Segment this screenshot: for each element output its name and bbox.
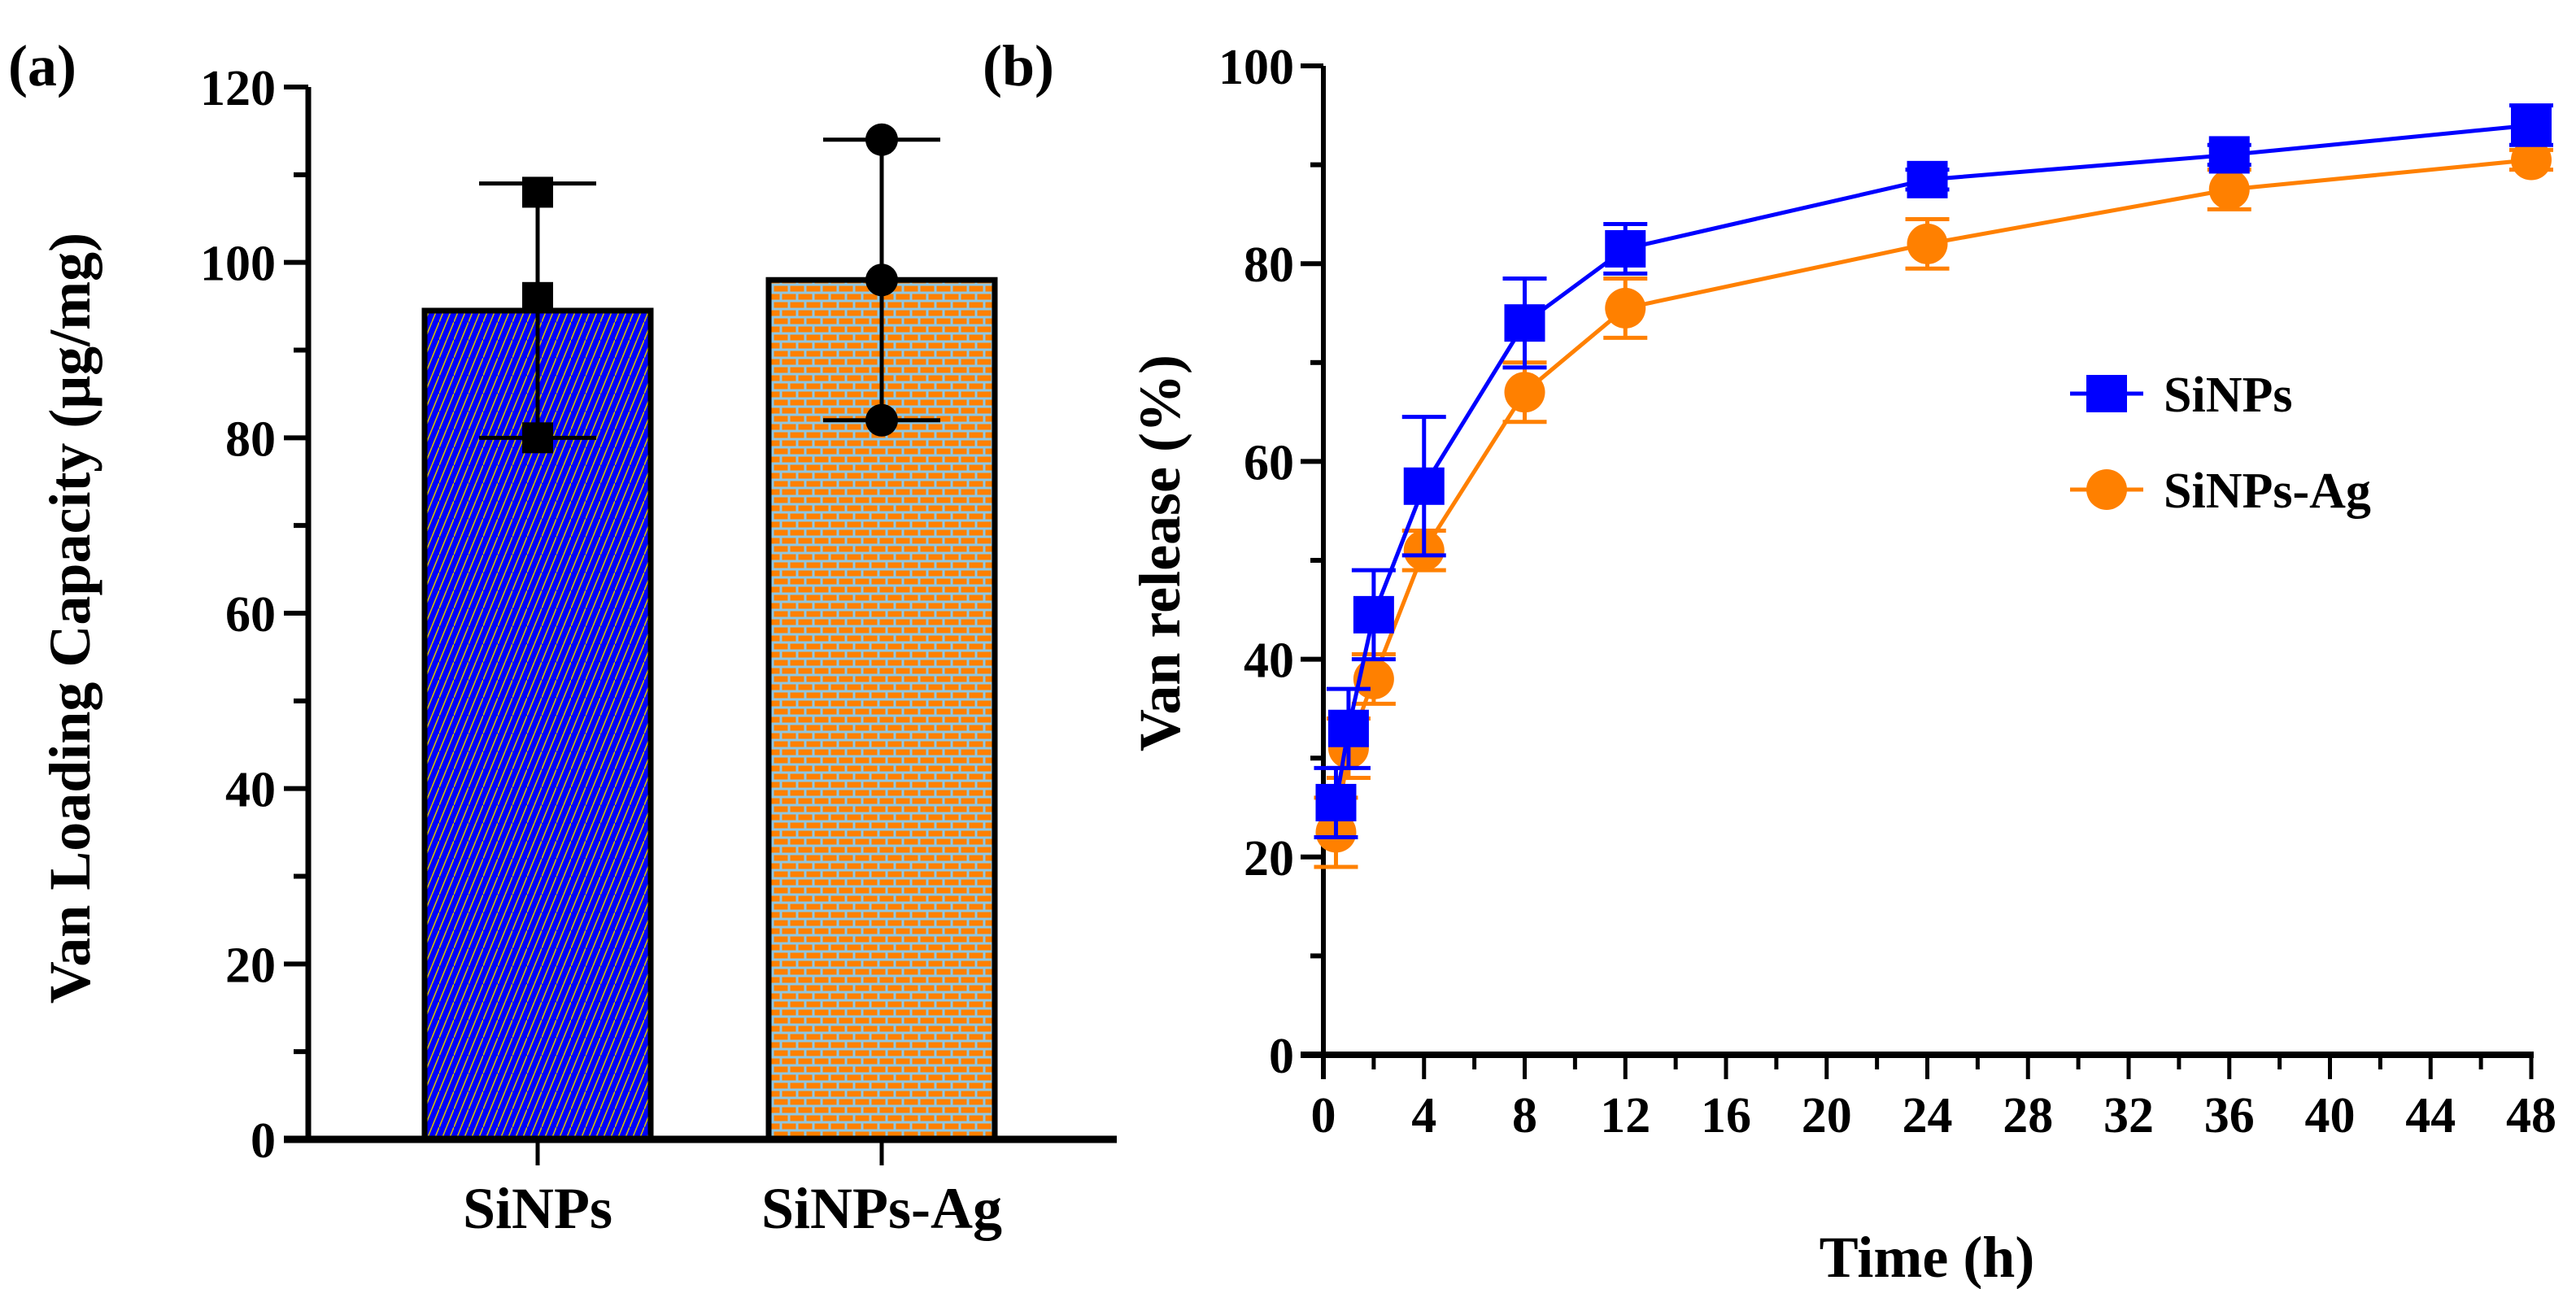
- y-tick-label: 40: [1244, 634, 1294, 689]
- data-point-square: [522, 422, 553, 454]
- data-point-circle: [1907, 223, 1948, 264]
- data-point-circle: [2208, 169, 2250, 210]
- legend-label: SiNPs: [2164, 368, 2292, 423]
- y-tick-label: 0: [1269, 1029, 1294, 1084]
- x-tick-label: 44: [2405, 1088, 2456, 1143]
- data-point-square: [2208, 136, 2250, 174]
- panel-b-x-axis-title: Time (h): [1820, 1225, 2035, 1289]
- x-tick-label: SiNPs: [463, 1176, 612, 1241]
- data-point-square: [1504, 304, 1545, 342]
- y-tick-label: 100: [200, 237, 276, 292]
- data-point-square: [1353, 595, 1394, 634]
- data-point-square: [1315, 783, 1357, 821]
- x-tick-label: 28: [2003, 1088, 2053, 1143]
- data-point-circle: [865, 403, 898, 437]
- data-point-circle: [865, 263, 898, 297]
- data-point-square: [2511, 106, 2552, 144]
- y-tick-label: 60: [1244, 435, 1294, 490]
- legend-circle-marker: [2086, 469, 2127, 510]
- x-tick-label: 12: [1600, 1088, 1650, 1143]
- legend-square-marker: [2086, 375, 2127, 412]
- panel-a-y-axis-title: Van Loading Capacity (μg/mg): [37, 233, 102, 1004]
- data-point-square: [522, 281, 553, 313]
- legend: SiNPs SiNPs-Ag: [2070, 368, 2371, 519]
- x-tick-label: 16: [1701, 1088, 1751, 1143]
- x-tick-label: 48: [2506, 1088, 2556, 1143]
- y-tick-label: 80: [1244, 237, 1294, 293]
- series-sinps: [1314, 103, 2553, 839]
- x-tick-label: 36: [2204, 1088, 2255, 1143]
- data-point-square: [522, 176, 553, 208]
- x-tick-label: 40: [2305, 1088, 2356, 1143]
- x-tick-label: 24: [1903, 1088, 1953, 1143]
- data-point-square: [1605, 229, 1646, 268]
- panel-a-bar-chart: SiNPs SiNPs-Ag 0 20 40 60 80 100 120: [200, 61, 1117, 1241]
- data-point-square: [1907, 160, 1948, 198]
- y-tick-label: 40: [225, 763, 276, 818]
- data-point-circle: [1504, 372, 1545, 413]
- y-tick-label: 20: [1244, 831, 1294, 886]
- y-tick-label: 120: [200, 61, 276, 116]
- data-point-circle: [1605, 287, 1646, 329]
- panel-a-label: (a): [8, 33, 76, 98]
- panel-b-label: (b): [983, 33, 1054, 98]
- panel-b-y-axis-title: Van release (%): [1127, 355, 1192, 751]
- x-tick-label: SiNPs-Ag: [761, 1176, 1002, 1241]
- x-tick-label: 32: [2103, 1088, 2154, 1143]
- y-tick-label: 20: [225, 938, 276, 993]
- data-point-circle: [2511, 139, 2552, 181]
- y-tick-label: 80: [225, 412, 276, 467]
- x-tick-label: 8: [1512, 1088, 1537, 1143]
- legend-label: SiNPs-Ag: [2164, 464, 2371, 519]
- x-tick-label: 20: [1802, 1088, 1852, 1143]
- y-tick-label: 60: [225, 587, 276, 642]
- x-tick-label: 4: [1411, 1088, 1436, 1143]
- y-tick-label: 100: [1218, 40, 1294, 95]
- x-tick-label: 0: [1311, 1088, 1336, 1143]
- data-point-square: [1327, 709, 1369, 747]
- data-point-circle: [865, 123, 898, 156]
- y-tick-label: 0: [251, 1113, 276, 1169]
- data-point-square: [1403, 467, 1445, 505]
